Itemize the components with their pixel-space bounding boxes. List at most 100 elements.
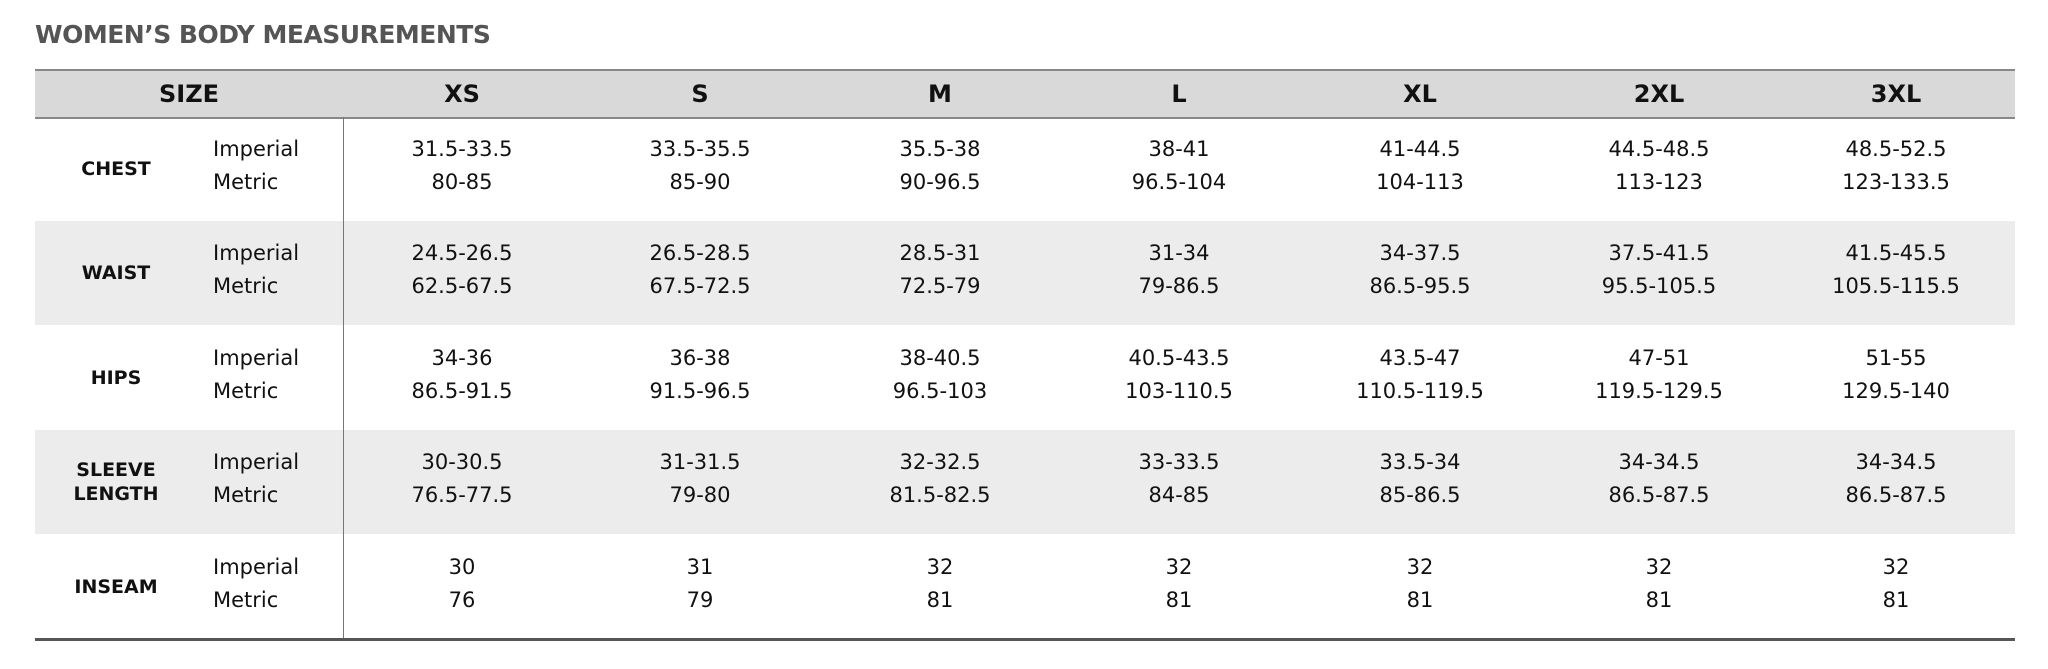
unit-label: Metric — [213, 170, 279, 194]
cell-value: 32 — [926, 554, 954, 579]
divider — [343, 117, 344, 639]
cell-value: 119.5-129.5 — [1595, 378, 1723, 403]
cell-value: 34-34.5 — [1618, 450, 1700, 475]
cell-value: 41.5-45.5 — [1845, 241, 1947, 266]
cell-value: 36-38 — [669, 345, 731, 370]
cell-value: 81 — [1645, 587, 1673, 612]
cell-value: 91.5-96.5 — [649, 378, 751, 403]
cell-value: 67.5-72.5 — [649, 274, 751, 299]
size-header: L — [1171, 80, 1187, 108]
cell-value: 123-133.5 — [1842, 170, 1950, 194]
cell-value: 38-40.5 — [899, 345, 981, 370]
unit-label: Metric — [213, 378, 279, 403]
cell-value: 34-37.5 — [1379, 241, 1461, 266]
cell-value: 32 — [1882, 554, 1910, 579]
cell-value: 24.5-26.5 — [411, 241, 513, 266]
cell-value: 32-32.5 — [899, 450, 981, 475]
unit-label: Metric — [213, 587, 279, 612]
cell-value: 103-110.5 — [1125, 378, 1233, 403]
header-bar — [35, 69, 2015, 119]
cell-value: 62.5-67.5 — [411, 274, 513, 299]
cell-value: 85-90 — [669, 170, 731, 194]
size-header: 2XL — [1633, 80, 1685, 108]
cell-value: 96.5-103 — [892, 378, 988, 403]
cell-value: 81 — [1882, 587, 1910, 612]
cell-value: 34-36 — [431, 345, 493, 370]
cell-value: 40.5-43.5 — [1128, 345, 1230, 370]
row-label: SLEEVE LENGTH — [73, 459, 159, 506]
row-band — [35, 221, 2015, 326]
title: WOMEN’S BODY MEASUREMENTS — [35, 20, 491, 49]
unit-label: Metric — [213, 274, 279, 299]
cell-value: 48.5-52.5 — [1845, 137, 1947, 161]
size-header: XL — [1403, 80, 1437, 108]
cell-value: 37.5-41.5 — [1608, 241, 1710, 266]
cell-value: 28.5-31 — [899, 241, 981, 266]
unit-label: Imperial — [213, 554, 300, 579]
row-label: INSEAM — [74, 575, 158, 598]
size-header: 3XL — [1870, 80, 1922, 108]
size-header: S — [691, 80, 709, 108]
cell-value: 81 — [1406, 587, 1434, 612]
cell-value: 90-96.5 — [899, 170, 981, 194]
cell-value: 86.5-95.5 — [1369, 274, 1471, 299]
cell-value: 38-41 — [1148, 137, 1210, 161]
unit-label: Imperial — [213, 345, 300, 370]
cell-value: 86.5-87.5 — [1845, 483, 1947, 508]
cell-value: 33.5-34 — [1379, 450, 1461, 475]
cell-value: 32 — [1406, 554, 1434, 579]
cell-value: 104-113 — [1376, 170, 1464, 194]
cell-value: 113-123 — [1615, 170, 1703, 194]
cell-value: 81.5-82.5 — [889, 483, 991, 508]
unit-label: Imperial — [213, 241, 300, 266]
cell-value: 110.5-119.5 — [1356, 378, 1484, 403]
cell-value: 32 — [1645, 554, 1673, 579]
cell-value: 41-44.5 — [1379, 137, 1461, 161]
cell-value: 34-34.5 — [1855, 450, 1937, 475]
cell-value: 72.5-79 — [899, 274, 981, 299]
cell-value: 30 — [448, 554, 476, 579]
cell-value: 81 — [1165, 587, 1193, 612]
cell-value: 33-33.5 — [1138, 450, 1220, 475]
cell-value: 80-85 — [431, 170, 493, 194]
size-header: XS — [444, 80, 480, 108]
cell-value: 47-51 — [1628, 345, 1690, 370]
cell-value: 35.5-38 — [899, 137, 981, 161]
cell-value: 76 — [448, 587, 476, 612]
cell-value: 32 — [1165, 554, 1193, 579]
cell-value: 26.5-28.5 — [649, 241, 751, 266]
cell-value: 30-30.5 — [421, 450, 503, 475]
cell-value: 105.5-115.5 — [1832, 274, 1960, 299]
cell-value: 86.5-87.5 — [1608, 483, 1710, 508]
row-label: CHEST — [81, 158, 151, 180]
cell-value: 79-80 — [669, 483, 731, 508]
cell-value: 79-86.5 — [1138, 274, 1220, 299]
cell-value: 129.5-140 — [1842, 378, 1950, 403]
cell-value: 79 — [686, 587, 714, 612]
cell-value: 96.5-104 — [1131, 170, 1227, 194]
cell-value: 81 — [926, 587, 954, 612]
size-header: SIZE — [158, 80, 219, 108]
cell-value: 95.5-105.5 — [1601, 274, 1717, 299]
bottom-rule — [35, 638, 2015, 641]
size-header: M — [928, 80, 952, 108]
row-band — [35, 430, 2015, 535]
cell-value: 44.5-48.5 — [1608, 137, 1710, 161]
cell-value: 43.5-47 — [1379, 345, 1461, 370]
unit-label: Imperial — [213, 137, 300, 161]
unit-label: Metric — [213, 483, 279, 508]
row-label: WAIST — [81, 262, 151, 285]
cell-value: 85-86.5 — [1379, 483, 1461, 508]
cell-value: 84-85 — [1148, 483, 1210, 508]
cell-value: 76.5-77.5 — [411, 483, 513, 508]
cell-value: 51-55 — [1865, 345, 1927, 370]
cell-value: 33.5-35.5 — [649, 137, 751, 161]
cell-value: 86.5-91.5 — [411, 378, 513, 403]
cell-value: 31 — [686, 554, 714, 579]
unit-label: Imperial — [213, 450, 300, 475]
cell-value: 31.5-33.5 — [411, 137, 513, 161]
cell-value: 31-34 — [1148, 241, 1210, 266]
row-label: HIPS — [90, 366, 142, 389]
cell-value: 31-31.5 — [659, 450, 741, 475]
